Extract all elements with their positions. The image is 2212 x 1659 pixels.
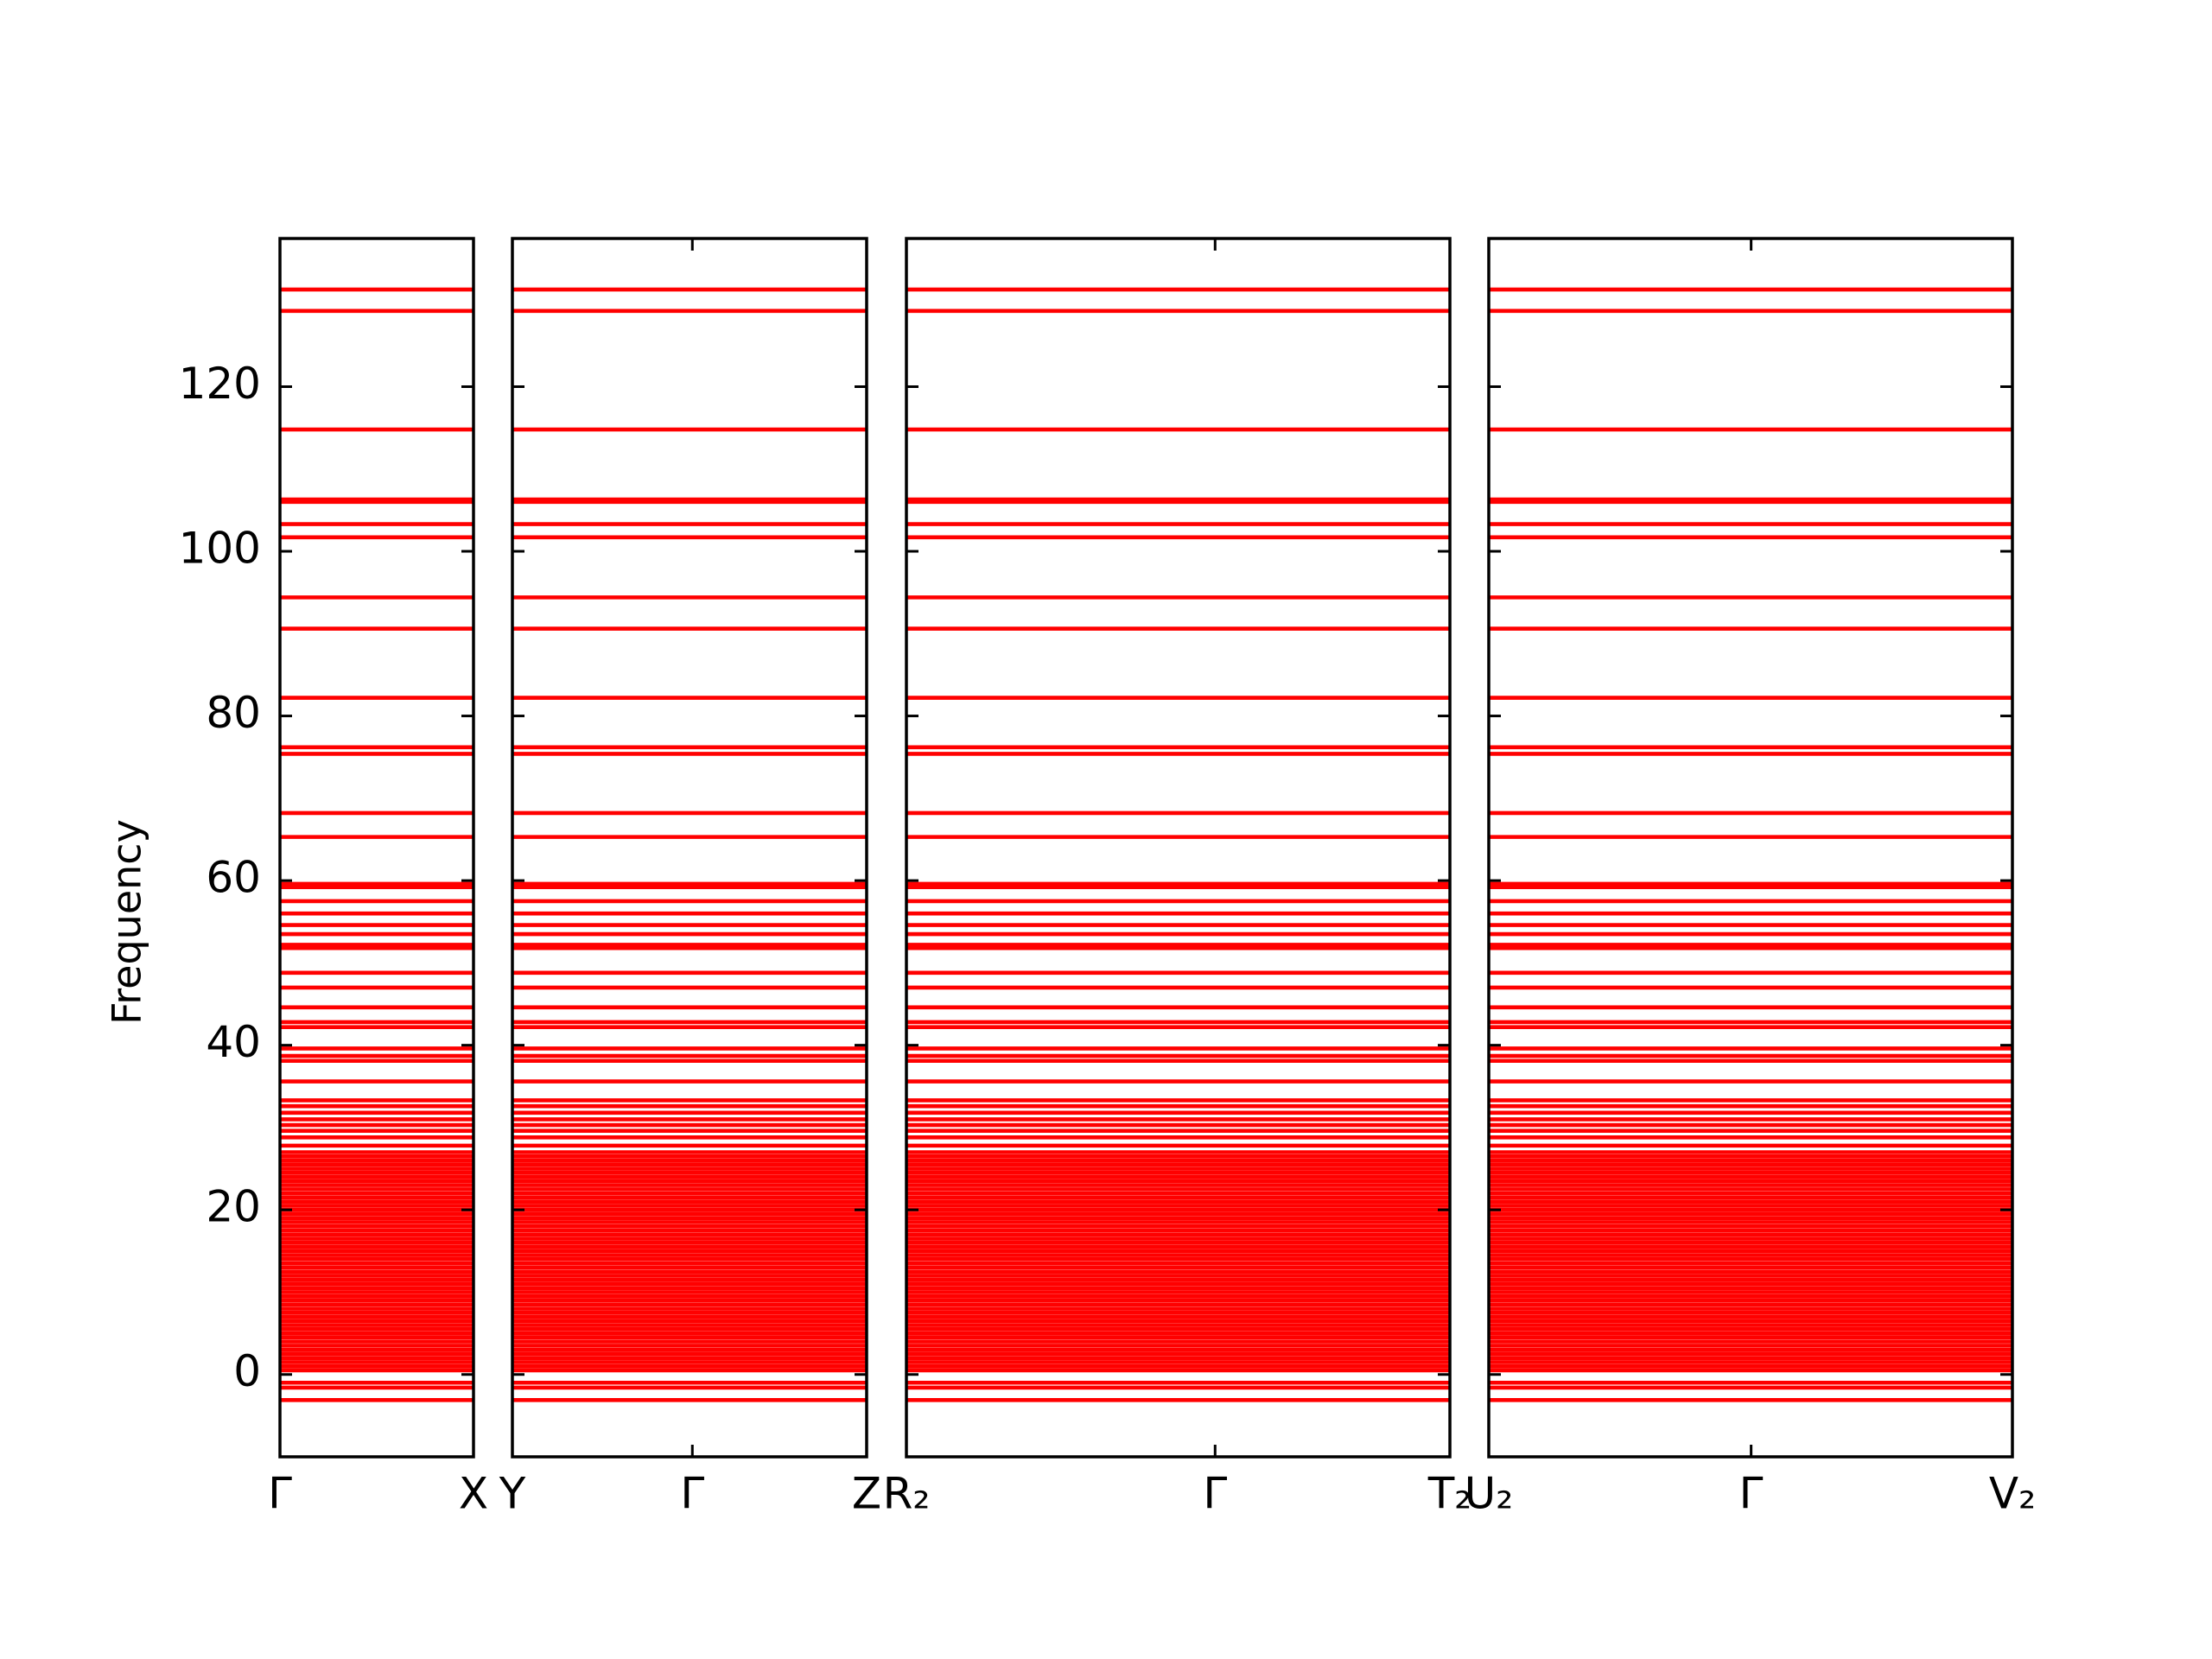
y-tick-label: 80 — [206, 688, 261, 738]
panel-frame — [511, 237, 868, 1459]
y-tick-label: 60 — [206, 853, 261, 903]
y-axis-label: Frequency — [104, 819, 150, 1025]
x-tick-label: Γ — [680, 1469, 704, 1519]
y-tick-label: 120 — [179, 359, 261, 409]
x-tick-label: Γ — [1203, 1469, 1227, 1519]
x-tick-label: V₂ — [1989, 1469, 2036, 1519]
y-tick-label: 20 — [206, 1182, 261, 1232]
panel-frame — [905, 237, 1452, 1459]
y-tick-label: 40 — [206, 1017, 261, 1067]
y-tick-label: 100 — [179, 524, 261, 574]
x-tick-label: U₂ — [1465, 1469, 1514, 1519]
x-tick-label: Z — [852, 1469, 881, 1519]
x-tick-label: Γ — [1739, 1469, 1764, 1519]
x-tick-label: X — [459, 1469, 488, 1519]
x-tick-label: Y — [499, 1469, 526, 1519]
x-tick-label: T₂ — [1427, 1469, 1472, 1519]
y-tick-label: 0 — [233, 1346, 261, 1396]
panel-frame — [278, 237, 475, 1459]
x-tick-label: R₂ — [883, 1469, 931, 1519]
x-tick-label: Γ — [268, 1469, 292, 1519]
